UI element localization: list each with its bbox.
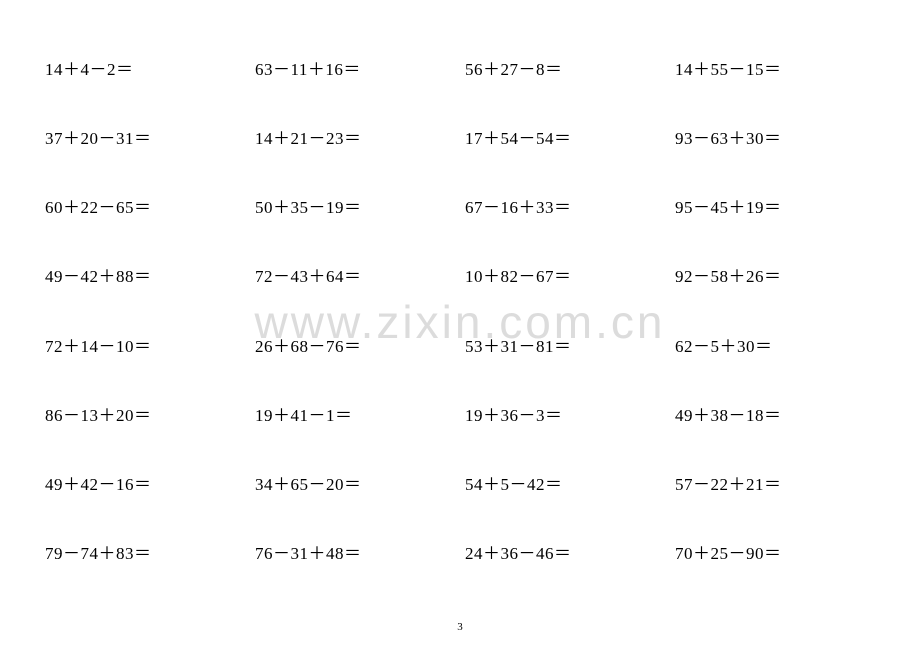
math-problem: 67－16＋33＝ <box>465 193 665 219</box>
math-problem: 37＋20－31＝ <box>45 124 245 150</box>
math-problem: 53＋31－81＝ <box>465 332 665 358</box>
math-problem: 14＋4－2＝ <box>45 55 245 81</box>
math-problem: 34＋65－20＝ <box>255 470 455 496</box>
page-number: 3 <box>0 621 920 633</box>
math-problem: 57－22＋21＝ <box>675 470 875 496</box>
math-problem: 70＋25－90＝ <box>675 539 875 565</box>
math-problem: 49＋38－18＝ <box>675 401 875 427</box>
math-problem: 60＋22－65＝ <box>45 193 245 219</box>
math-problem: 92－58＋26＝ <box>675 262 875 288</box>
math-problem: 62－5＋30＝ <box>675 332 875 358</box>
math-problem: 17＋54－54＝ <box>465 124 665 150</box>
math-problem: 19＋41－1＝ <box>255 401 455 427</box>
math-problem: 14＋55－15＝ <box>675 55 875 81</box>
math-problem: 95－45＋19＝ <box>675 193 875 219</box>
math-problem: 76－31＋48＝ <box>255 539 455 565</box>
math-problem: 14＋21－23＝ <box>255 124 455 150</box>
math-problem: 93－63＋30＝ <box>675 124 875 150</box>
math-problem: 72－43＋64＝ <box>255 262 455 288</box>
math-problem: 86－13＋20＝ <box>45 401 245 427</box>
math-problem: 26＋68－76＝ <box>255 332 455 358</box>
math-problems-grid: 14＋4－2＝ 63－11＋16＝ 56＋27－8＝ 14＋55－15＝ 37＋… <box>45 55 875 565</box>
math-problem: 56＋27－8＝ <box>465 55 665 81</box>
math-problem: 79－74＋83＝ <box>45 539 245 565</box>
math-problem: 50＋35－19＝ <box>255 193 455 219</box>
math-problem: 49＋42－16＝ <box>45 470 245 496</box>
math-problem: 54＋5－42＝ <box>465 470 665 496</box>
math-problem: 10＋82－67＝ <box>465 262 665 288</box>
math-problem: 19＋36－3＝ <box>465 401 665 427</box>
math-problem: 72＋14－10＝ <box>45 332 245 358</box>
math-problem: 49－42＋88＝ <box>45 262 245 288</box>
math-problem: 63－11＋16＝ <box>255 55 455 81</box>
math-problem: 24＋36－46＝ <box>465 539 665 565</box>
